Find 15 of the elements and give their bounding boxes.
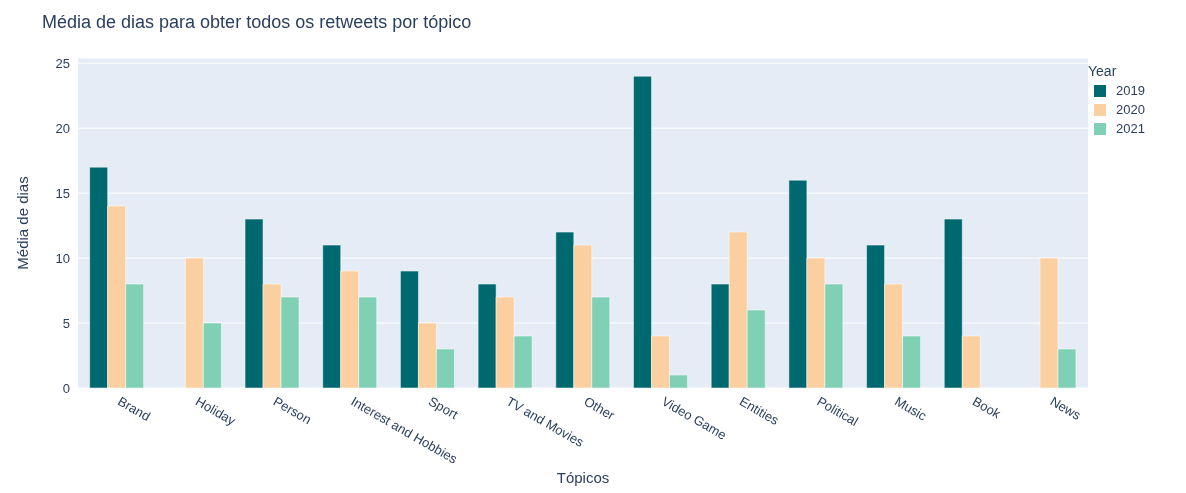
y-tick-label: 15 xyxy=(55,185,70,201)
y-tick-label: 20 xyxy=(55,120,70,136)
x-tick-label: Book xyxy=(969,393,1004,422)
legend-label: 2019 xyxy=(1116,83,1145,98)
y-tick-label: 5 xyxy=(62,315,70,331)
y-tick-label: 10 xyxy=(55,250,70,266)
legend-label: 2020 xyxy=(1116,102,1145,117)
y-axis-title: Média de dias xyxy=(14,176,32,270)
x-axis-title: Tópicos xyxy=(556,469,610,486)
chart-title: Média de dias para obter todos os retweets por tópico xyxy=(42,12,472,33)
x-tick-label: Other xyxy=(581,393,618,424)
y-tick-label: 25 xyxy=(55,55,70,71)
legend-label: 2021 xyxy=(1116,121,1145,136)
legend-title: Year xyxy=(1088,63,1118,79)
y-tick-label: 0 xyxy=(62,380,70,396)
